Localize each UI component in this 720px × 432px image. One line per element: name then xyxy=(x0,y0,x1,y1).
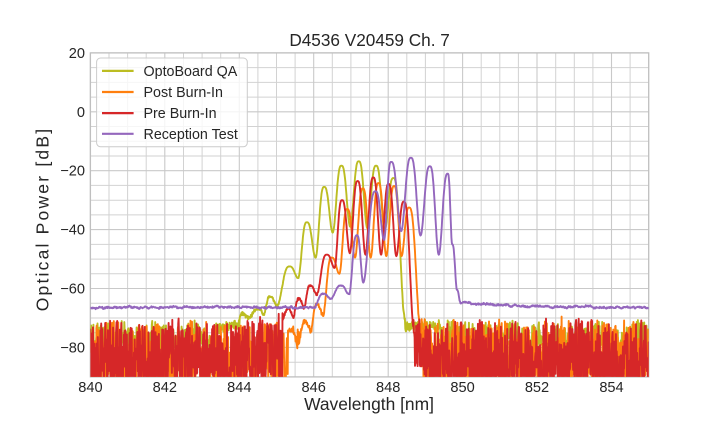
svg-text:848: 848 xyxy=(376,380,400,396)
svg-text:852: 852 xyxy=(525,380,549,396)
svg-text:OptoBoard QA: OptoBoard QA xyxy=(144,64,238,80)
svg-text:D4536 V20459 Ch. 7: D4536 V20459 Ch. 7 xyxy=(289,30,450,50)
svg-text:−60: −60 xyxy=(60,282,85,298)
svg-text:−40: −40 xyxy=(60,223,85,239)
svg-text:846: 846 xyxy=(302,380,326,396)
svg-text:−20: −20 xyxy=(60,164,85,180)
svg-text:850: 850 xyxy=(450,380,474,396)
svg-text:Wavelength [nm]: Wavelength [nm] xyxy=(304,394,434,414)
svg-text:840: 840 xyxy=(78,380,102,396)
svg-text:20: 20 xyxy=(69,46,85,62)
svg-text:Pre Burn-In: Pre Burn-In xyxy=(144,106,217,122)
svg-text:854: 854 xyxy=(599,380,623,396)
svg-text:Optical Power [dB]: Optical Power [dB] xyxy=(33,127,53,312)
svg-text:Post Burn-In: Post Burn-In xyxy=(144,85,224,101)
svg-text:−80: −80 xyxy=(60,340,85,356)
svg-text:Reception Test: Reception Test xyxy=(144,127,238,143)
svg-text:844: 844 xyxy=(227,380,251,396)
svg-text:842: 842 xyxy=(153,380,177,396)
svg-text:0: 0 xyxy=(77,105,85,121)
